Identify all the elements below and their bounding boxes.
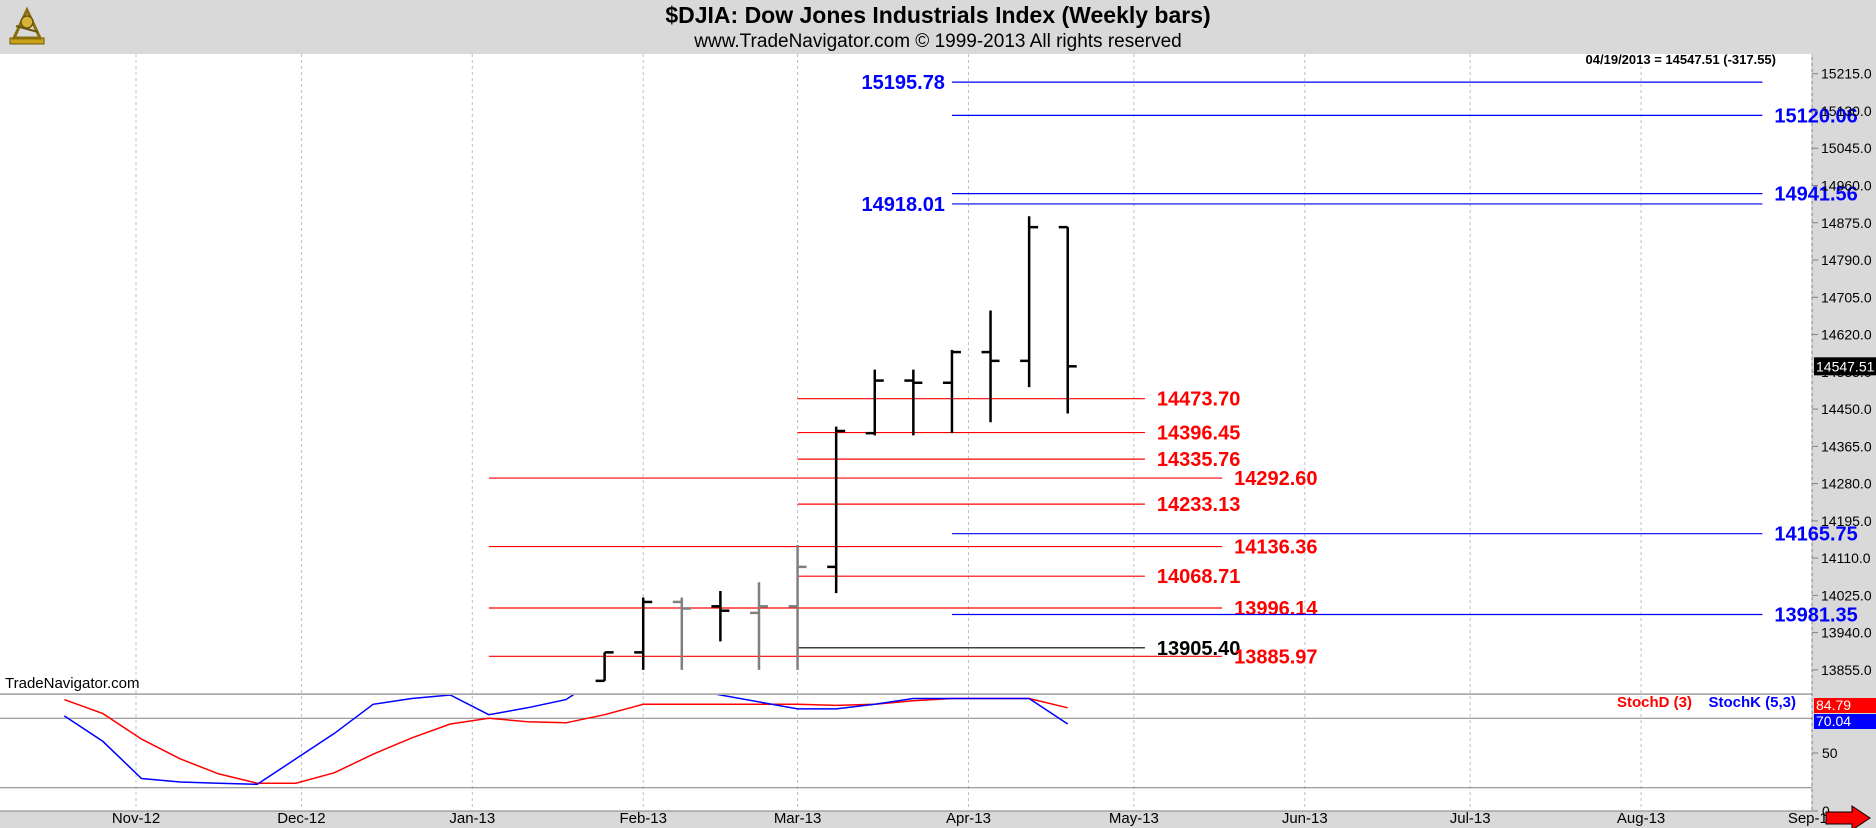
x-axis: Nov-12 Dec-12 Jan-13 Feb-13 Mar-13 Apr-13 May-… (112, 810, 1836, 827)
price-level-label: 15195.78 (862, 72, 945, 94)
price-bars (595, 216, 1077, 683)
price-level-label: 13996.14 (1234, 598, 1318, 620)
y-tick-label: 14110.0 (1821, 550, 1871, 566)
x-tick-label: Aug-13 (1617, 810, 1665, 827)
stoch-panel-background (0, 695, 1812, 811)
y-tick-label: 14620.0 (1821, 327, 1872, 343)
stoch-lines (63, 695, 1069, 786)
legend-stochd: StochD (3) (1617, 694, 1692, 711)
ohlc-bar (1058, 225, 1077, 414)
price-y-axis: 15215.0 15130.0 15045.0 14960.0 14875.0 14790… (1812, 66, 1876, 678)
price-panel-background (0, 54, 1812, 694)
ohlc-bar (634, 597, 653, 670)
ohlc-bar (827, 426, 846, 594)
scroll-right-arrow-icon[interactable] (1825, 805, 1871, 828)
y-tick-label: 14790.0 (1821, 252, 1872, 268)
x-tick-label: Apr-13 (946, 810, 991, 827)
price-level-label: 14335.76 (1157, 449, 1240, 471)
ohlc-bar (942, 349, 961, 434)
x-tick-label: Sep-13 (1788, 810, 1836, 827)
price-level-label: 14165.75 (1774, 524, 1857, 546)
price-level-label: 15120.06 (1774, 105, 1857, 127)
x-tick-label: Mar-13 (774, 810, 822, 827)
y-tick-label: 14450.0 (1821, 401, 1872, 417)
y-tick-label: 14705.0 (1821, 289, 1872, 305)
stochk-value-marker (1814, 714, 1876, 729)
stoch-series-line (63, 695, 1069, 786)
stochd-value: 84.79 (1816, 697, 1851, 713)
y-tick-label: 13855.0 (1821, 662, 1872, 678)
y-tick-label: 15130.0 (1821, 103, 1872, 119)
last-price-marker (1814, 357, 1876, 376)
price-level-label: 14941.56 (1774, 184, 1857, 206)
y-tick-label: 14195.0 (1821, 513, 1872, 529)
ohlc-bar (865, 369, 884, 436)
ohlc-bar (672, 597, 691, 670)
stoch-y-tick-label: 50 (1822, 745, 1838, 761)
ohlc-bar (749, 582, 768, 670)
x-tick-label: Dec-12 (277, 810, 325, 827)
last-price-readout: 04/19/2013 = 14547.51 (-317.55) (1585, 52, 1776, 67)
price-level-label: 13905.40 (1157, 638, 1240, 660)
x-tick-label: May-13 (1109, 810, 1159, 827)
legend-stochk: StochK (5,3) (1708, 694, 1796, 711)
ohlc-bar (595, 651, 614, 683)
price-level-label: 14068.71 (1157, 566, 1240, 588)
stoch-series-line (64, 697, 1068, 784)
month-gridlines (135, 54, 1813, 811)
price-level-label: 14136.36 (1234, 537, 1317, 559)
x-tick-label: Jan-13 (449, 810, 495, 827)
y-tick-label: 15045.0 (1821, 140, 1872, 156)
price-levels: 15195.78 15120.06 14941.56 14918.01 14473.70… (488, 72, 1858, 668)
x-tick-label: Nov-12 (112, 810, 160, 827)
last-price-label: 14547.51 (1816, 358, 1875, 374)
price-level-label: 14233.13 (1157, 494, 1240, 516)
stochk-value: 70.04 (1816, 713, 1851, 729)
stochd-value-marker (1814, 698, 1876, 713)
y-tick-label: 14365.0 (1821, 438, 1872, 454)
price-level-label: 13885.97 (1234, 646, 1317, 668)
watermark: TradeNavigator.com (5, 675, 140, 692)
price-level-label: 14918.01 (862, 194, 945, 216)
ohlc-bar (1020, 216, 1039, 388)
price-level-label: 14473.70 (1157, 389, 1240, 411)
ohlc-bar (788, 544, 807, 670)
ohlc-bar (711, 590, 730, 642)
x-tick-label: Feb-13 (619, 810, 667, 827)
ohlc-bar (904, 369, 923, 436)
y-tick-label: 14025.0 (1821, 587, 1872, 603)
price-level-label: 13981.35 (1774, 605, 1857, 627)
y-tick-label: 14280.0 (1821, 476, 1872, 492)
price-level-label: 14292.60 (1234, 468, 1317, 490)
y-tick-label: 13940.0 (1821, 625, 1872, 641)
stoch-y-tick-label: 0 (1822, 803, 1830, 819)
x-tick-label: Jul-13 (1450, 810, 1491, 827)
y-tick-label: 14960.0 (1821, 178, 1872, 194)
ohlc-bar (981, 310, 1000, 423)
y-tick-label: 15215.0 (1821, 66, 1872, 82)
y-tick-label: 14875.0 (1821, 215, 1872, 231)
price-level-label: 14396.45 (1157, 423, 1240, 445)
x-tick-label: Jun-13 (1282, 810, 1328, 827)
